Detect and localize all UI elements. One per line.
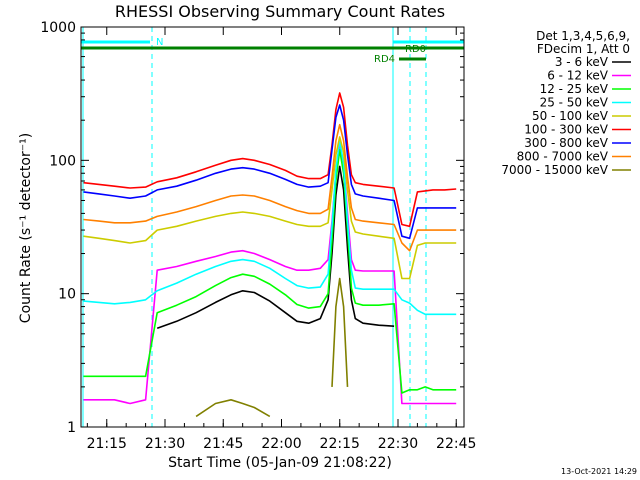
y-tick-labels: 1 10 100 1000 <box>40 20 76 436</box>
series-lines <box>83 92 457 418</box>
time-bands <box>82 27 465 427</box>
legend-header-2: FDecim 1, Att 0 <box>537 42 630 56</box>
series-line-6 <box>83 104 457 240</box>
series-line-4 <box>83 136 457 280</box>
x-tick-labels: 21:15 21:30 21:45 22:00 22:15 22:30 22:45 <box>87 436 477 452</box>
x-tick-label-6: 22:45 <box>436 436 476 452</box>
series-line-8 <box>331 277 349 387</box>
night-label: N <box>156 37 163 48</box>
series-line-3 <box>83 140 457 316</box>
x-axis-label: Start Time (05-Jan-09 21:08:22) <box>168 455 392 471</box>
axis-ticks <box>81 27 464 428</box>
legend-label-5: 100 - 300 keV <box>524 123 608 137</box>
x-tick-label-3: 22:00 <box>261 436 301 452</box>
legend-header-1: Det 1,3,4,5,6,9, <box>536 29 630 43</box>
annotation-bars: N RD0 RD4 <box>81 37 464 65</box>
series-line-0 <box>156 165 395 330</box>
chart-title: RHESSI Observing Summary Count Rates <box>115 2 445 21</box>
legend-label-0: 3 - 6 keV <box>555 55 609 69</box>
series-line-5 <box>83 92 457 228</box>
legend-label-6: 300 - 800 keV <box>524 136 608 150</box>
y-tick-label-0: 1 <box>67 420 76 436</box>
footer-timestamp: 13-Oct-2021 14:29 <box>561 467 637 476</box>
series-line-8 <box>195 398 271 418</box>
rd4-label: RD4 <box>374 54 395 65</box>
legend-label-8: 7000 - 15000 keV <box>501 163 608 177</box>
legend-label-1: 6 - 12 keV <box>547 69 609 83</box>
plot-frame <box>80 26 465 428</box>
x-tick-label-2: 21:45 <box>203 436 243 452</box>
x-tick-label-1: 21:30 <box>145 436 185 452</box>
y-tick-label-1: 10 <box>58 287 76 303</box>
series-line-2 <box>83 149 457 394</box>
series-line-7 <box>83 123 457 252</box>
legend-label-3: 25 - 50 keV <box>540 96 609 110</box>
rd0-label: RD0 <box>405 44 426 55</box>
x-tick-label-5: 22:30 <box>378 436 418 452</box>
x-tick-label-4: 22:15 <box>320 436 360 452</box>
legend-label-2: 12 - 25 keV <box>540 82 609 96</box>
y-axis-label: Count Rate (s⁻¹ detector⁻¹) <box>18 133 34 323</box>
series-line-1 <box>83 144 457 405</box>
y-tick-label-2: 100 <box>49 153 76 169</box>
y-tick-label-3: 1000 <box>40 20 76 36</box>
legend: Det 1,3,4,5,6,9, FDecim 1, Att 0 3 - 6 k… <box>501 29 631 177</box>
legend-label-7: 800 - 7000 keV <box>517 150 609 164</box>
legend-label-4: 50 - 100 keV <box>532 109 609 123</box>
x-tick-label-0: 21:15 <box>87 436 127 452</box>
